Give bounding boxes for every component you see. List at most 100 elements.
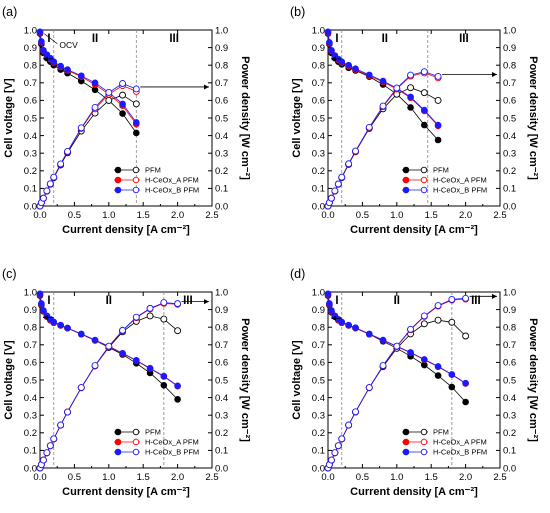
region-label: II	[92, 33, 98, 45]
y-left-tick-label: 0.1	[312, 446, 325, 457]
y-right-tick-label: 0.3	[215, 149, 228, 160]
x-tick-label: 0.0	[321, 472, 334, 483]
annotation-ocv: OCV	[59, 40, 78, 50]
data-point-voltage	[119, 100, 126, 108]
y-right-tick-label: 0.8	[503, 61, 516, 72]
data-point-power	[160, 315, 168, 323]
legend-marker-open	[420, 428, 428, 436]
legend-entry: H-CeOx_B PFM	[402, 448, 487, 457]
y-left-tick-label: 0.4	[312, 131, 325, 142]
arrow-head-right	[492, 293, 497, 299]
y-left-tick-label: 0.6	[312, 358, 325, 369]
chart-panel-2: (b)0.0 0.5 1.0 1.5 2.0 2.50.00.10.20.30.40.50…	[290, 5, 539, 236]
x-axis-label: Current density [A cm⁻²]	[350, 224, 478, 236]
data-point-voltage	[174, 396, 181, 403]
data-point-voltage	[379, 336, 387, 344]
data-point-power	[365, 123, 373, 131]
y-left-tick-label: 0.3	[24, 411, 37, 422]
y-right-tick-label: 0.0	[503, 463, 516, 474]
data-point-voltage	[57, 321, 64, 329]
legend-label: H-CeOx_A PFM	[145, 438, 199, 447]
arrow-head-left	[43, 56, 48, 62]
x-tick-label: 1.5	[137, 210, 150, 221]
data-point-power	[174, 300, 182, 308]
y-left-tick-label: 0.9	[24, 43, 37, 54]
series-line-power	[327, 297, 466, 469]
y-left-tick-label: 0.5	[24, 113, 37, 124]
x-tick-label: 2.0	[171, 472, 184, 483]
x-tick-label: 2.5	[493, 210, 506, 221]
y-right-tick-label: 0.4	[503, 393, 516, 404]
y-left-tick-label: 0.8	[24, 61, 37, 72]
data-point-power	[174, 327, 182, 335]
legend-label: H-CeOx_A PFM	[433, 176, 487, 185]
y-left-tick-label: 1.0	[24, 287, 37, 298]
x-tick-label: 1.0	[390, 472, 403, 483]
x-tick-label: 0.0	[33, 210, 46, 221]
data-point-voltage	[77, 72, 85, 80]
legend-label: H-CeOx_B PFM	[145, 448, 199, 457]
y-right-tick-label: 0.1	[503, 446, 516, 457]
data-point-voltage	[365, 330, 373, 338]
data-point-voltage	[50, 58, 58, 65]
legend-marker-open	[420, 166, 428, 174]
y-right-tick-label: 0.5	[215, 113, 228, 124]
x-tick-label: 1.5	[425, 210, 438, 221]
legend-entry: PFM	[402, 166, 449, 175]
data-point-voltage	[50, 318, 58, 326]
y-left-tick-label: 0.0	[24, 201, 37, 212]
legend-entry: H-CeOx_A PFM	[402, 438, 487, 447]
data-point-voltage	[328, 307, 335, 314]
data-point-power	[91, 103, 99, 111]
x-tick-label: 0.0	[33, 472, 46, 483]
data-point-power	[448, 295, 456, 303]
x-tick-label: 1.5	[425, 472, 438, 483]
legend-entry: H-CeOx_B PFM	[402, 186, 487, 195]
y-left-tick-label: 0.8	[24, 323, 37, 334]
y-right-tick-label: 1.0	[215, 25, 228, 36]
data-point-power	[434, 316, 442, 324]
data-point-voltage	[38, 300, 45, 307]
data-point-power	[393, 342, 401, 350]
y-right-axis-label: Power density [W cm⁻²]	[527, 318, 539, 442]
data-point-power	[43, 449, 51, 457]
legend-marker-filled	[402, 448, 410, 456]
arrow-head-left	[331, 315, 336, 321]
data-point-voltage	[434, 121, 442, 129]
legend-label: H-CeOx_A PFM	[145, 176, 199, 185]
x-axis-label: Current density [A cm⁻²]	[350, 486, 478, 498]
data-point-voltage	[328, 46, 335, 54]
y-right-tick-label: 0.7	[215, 78, 228, 89]
y-right-tick-label: 0.3	[503, 411, 516, 422]
legend-entry: H-CeOx_A PFM	[402, 176, 487, 185]
legend-marker-filled	[114, 438, 122, 446]
data-point-power	[327, 194, 335, 202]
data-point-power	[365, 384, 373, 392]
y-left-tick-label: 0.5	[312, 113, 325, 124]
data-point-voltage	[146, 364, 154, 372]
y-right-tick-label: 0.9	[503, 305, 516, 316]
data-point-voltage	[462, 379, 469, 387]
y-left-tick-label: 0.5	[24, 375, 37, 386]
data-point-power	[420, 89, 428, 97]
data-point-power	[132, 100, 140, 108]
y-left-tick-label: 0.6	[312, 96, 325, 107]
y-right-tick-label: 0.0	[215, 201, 228, 212]
data-point-voltage	[36, 290, 44, 298]
region-label: III	[169, 33, 179, 45]
data-point-voltage	[448, 371, 456, 378]
y-right-tick-label: 0.4	[215, 131, 228, 142]
y-left-tick-label: 0.7	[312, 78, 325, 89]
legend-entry: H-CeOx_B PFM	[114, 448, 199, 457]
legend-entry: H-CeOx_A PFM	[114, 176, 199, 185]
y-left-tick-label: 1.0	[312, 25, 325, 36]
x-tick-label: 1.0	[102, 210, 115, 221]
data-point-power	[77, 124, 85, 132]
y-left-axis-label: Cell voltage [V]	[3, 78, 15, 158]
region-label: II	[106, 295, 112, 307]
x-axis-label: Current density [A cm⁻²]	[62, 224, 190, 236]
x-tick-label: 0.5	[356, 210, 369, 221]
data-point-power	[462, 294, 470, 302]
chart-panel-1: (a)0.0 0.5 1.0 1.5 2.0 2.50.00.10.20.30.40.50…	[2, 5, 251, 236]
legend-marker-open	[420, 438, 428, 446]
